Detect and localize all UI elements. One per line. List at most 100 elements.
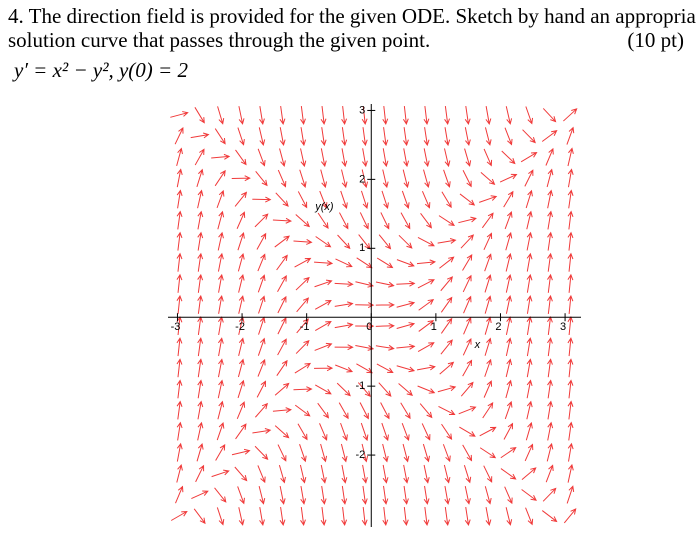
field-arrow	[567, 421, 574, 441]
field-arrow	[401, 422, 410, 442]
field-arrow	[501, 150, 516, 165]
field-arrow	[296, 297, 310, 313]
field-arrow	[463, 465, 472, 484]
field-arrow	[458, 216, 477, 224]
y-tick-label: 1	[359, 242, 365, 254]
field-arrow	[217, 231, 224, 251]
field-arrow	[460, 381, 474, 397]
field-arrow	[195, 464, 205, 483]
field-arrow	[197, 294, 204, 314]
field-arrow	[403, 485, 409, 505]
field-arrow	[396, 365, 416, 373]
field-arrow	[256, 232, 267, 250]
field-arrow	[295, 276, 310, 291]
field-arrow	[254, 402, 268, 418]
field-arrow	[542, 487, 557, 502]
field-arrow	[403, 148, 410, 168]
field-arrow	[194, 107, 205, 124]
field-arrow	[416, 259, 437, 266]
field-arrow	[341, 169, 348, 189]
field-arrow	[174, 126, 184, 145]
field-arrow	[356, 363, 373, 374]
field-arrow	[197, 252, 204, 272]
y-axis-label: y(x)	[314, 201, 334, 213]
field-arrow	[238, 295, 245, 314]
field-arrow	[190, 132, 210, 139]
field-arrow	[380, 212, 390, 230]
field-arrow	[567, 358, 574, 378]
field-arrow	[567, 315, 574, 336]
field-arrow	[566, 485, 575, 504]
field-arrow	[464, 148, 472, 167]
field-arrow	[360, 190, 369, 210]
points: (10 pt)	[627, 28, 684, 52]
field-arrow	[295, 214, 311, 228]
field-arrow	[400, 212, 411, 230]
field-arrow	[567, 337, 574, 357]
x-tick-label: 1	[431, 321, 437, 333]
field-arrow	[359, 402, 369, 420]
field-arrow	[193, 508, 206, 525]
field-arrow	[238, 274, 245, 293]
field-arrow	[421, 423, 431, 441]
field-arrow	[479, 447, 497, 459]
field-arrow	[234, 466, 248, 482]
field-arrow	[567, 189, 574, 209]
field-arrow	[296, 318, 309, 334]
field-arrow	[546, 442, 554, 462]
field-arrow	[526, 231, 533, 251]
field-arrow	[293, 386, 313, 393]
field-arrow	[462, 359, 473, 377]
field-arrow	[211, 153, 231, 160]
field-arrow	[567, 273, 574, 293]
field-arrow	[382, 105, 389, 126]
field-arrow	[503, 190, 514, 208]
field-arrow	[299, 464, 307, 484]
field-arrow	[340, 190, 348, 209]
field-arrow	[525, 106, 534, 125]
field-arrow	[423, 127, 430, 147]
field-arrow	[277, 338, 287, 356]
field-arrow	[335, 258, 353, 268]
field-arrow	[274, 235, 290, 248]
field-arrow	[176, 400, 183, 420]
field-arrow	[505, 337, 513, 357]
field-arrow	[547, 210, 554, 230]
field-arrow	[417, 279, 435, 289]
field-arrow	[334, 322, 354, 329]
field-arrow	[423, 169, 430, 189]
field-arrow	[334, 301, 354, 308]
field-arrow	[237, 127, 245, 146]
y-tick-label: 3	[359, 104, 365, 116]
field-arrow	[547, 273, 553, 293]
field-arrow	[421, 190, 431, 209]
field-arrow	[355, 344, 375, 351]
field-arrow	[480, 172, 496, 185]
field-arrow	[505, 106, 513, 125]
field-arrow	[314, 279, 333, 288]
field-arrow	[278, 465, 286, 484]
field-arrow	[277, 316, 287, 335]
field-arrow	[320, 443, 328, 463]
field-arrow	[484, 337, 492, 356]
field-arrow	[238, 106, 245, 125]
field-arrow	[400, 402, 411, 420]
x-tick-label: 0	[366, 321, 372, 333]
field-arrow	[375, 301, 395, 308]
field-arrow	[440, 296, 453, 313]
field-arrow	[423, 464, 430, 484]
field-arrow	[563, 108, 578, 122]
field-arrow	[197, 189, 204, 209]
field-arrow	[505, 358, 513, 378]
field-arrow	[238, 337, 245, 357]
field-arrow	[462, 337, 472, 356]
field-arrow	[382, 443, 389, 463]
field-arrow	[320, 169, 327, 189]
field-arrow	[355, 302, 375, 308]
field-arrow	[396, 280, 416, 287]
field-arrow	[438, 405, 456, 416]
field-arrow	[176, 168, 183, 188]
field-arrow	[524, 169, 534, 187]
field-arrow	[314, 260, 334, 266]
